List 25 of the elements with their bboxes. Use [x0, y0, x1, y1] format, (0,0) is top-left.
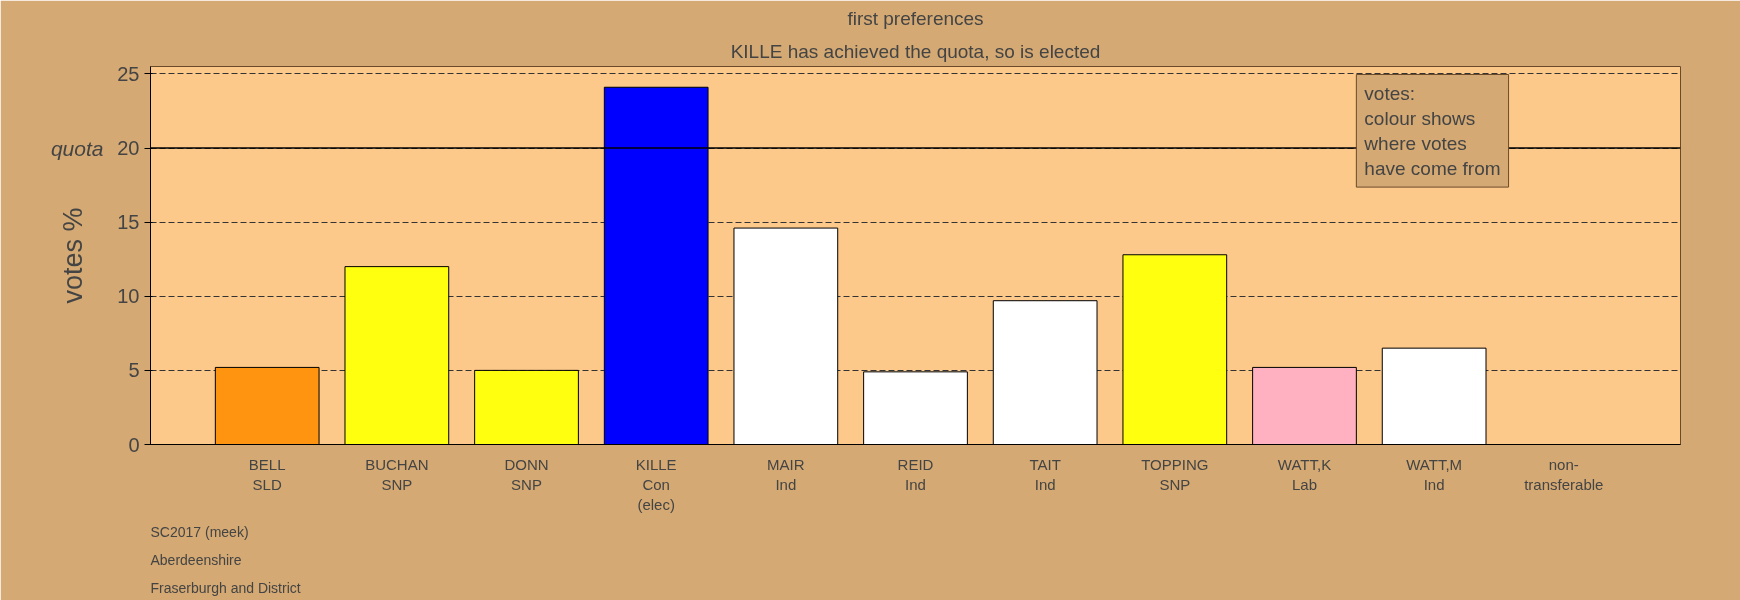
- ref-line-label: quota: [50, 136, 104, 160]
- x-tick-label: TOPPING SNP: [1141, 455, 1209, 493]
- x-tick-label: BELL SLD: [248, 455, 286, 493]
- text: Aberdeenshire: [150, 551, 242, 568]
- x-tick-label: KILLE Con (elec): [635, 455, 677, 514]
- y-axis-title: votes %: [57, 207, 88, 304]
- annotation: votes: colour shows where votes have come from: [1363, 82, 1501, 180]
- x-tick-label: TAIT Ind: [1029, 455, 1061, 493]
- text: SC2017 (meek): [150, 523, 249, 540]
- y-tick-label: 0: [128, 433, 140, 456]
- chart-subtitle: KILLE has achieved the quota, so is elected: [730, 40, 1101, 62]
- text: Fraserburgh and District: [150, 579, 301, 596]
- y-tick-label: 15: [117, 211, 140, 234]
- x-tick-label: WATT,M Ind: [1406, 455, 1463, 493]
- x-tick-label: REID Ind: [897, 455, 934, 493]
- x-tick-label: MAIR Ind: [767, 455, 805, 493]
- x-tick-label: DONN SNP: [504, 455, 549, 493]
- y-tick-label: 10: [117, 285, 140, 308]
- chart-title: first preferences: [847, 7, 984, 29]
- x-tick-label: non- transferable: [1524, 455, 1604, 493]
- y-tick-label: 25: [117, 62, 140, 85]
- x-tick-label: WATT,K Lab: [1277, 455, 1332, 493]
- y-tick-label: 20: [117, 137, 140, 160]
- y-tick-label: 5: [128, 359, 140, 382]
- x-tick-label: BUCHAN SNP: [365, 455, 429, 493]
